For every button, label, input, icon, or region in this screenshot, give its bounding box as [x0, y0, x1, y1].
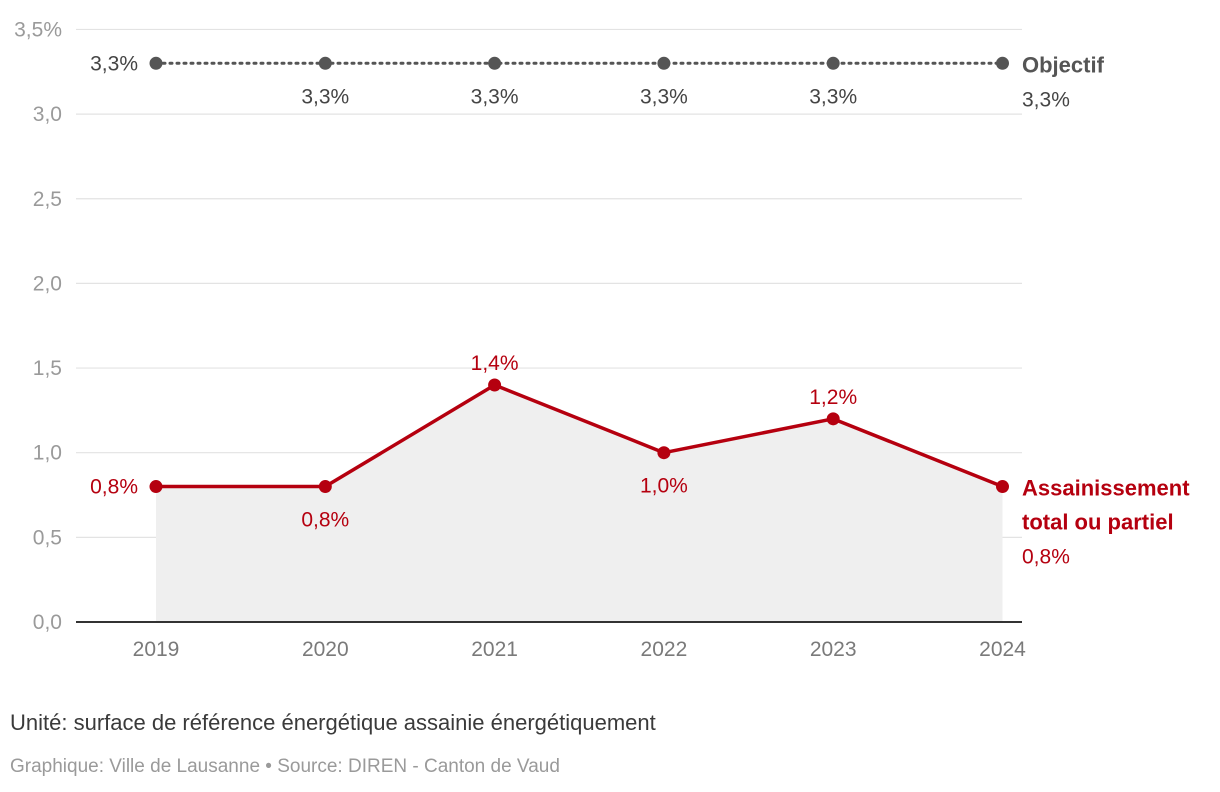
x-tick-label: 2020 — [302, 638, 349, 661]
y-tick-label: 1,0 — [33, 442, 62, 465]
y-tick-label: 1,5 — [33, 357, 62, 380]
data-point — [149, 56, 163, 70]
x-tick-label: 2024 — [979, 638, 1026, 661]
data-point — [826, 56, 840, 70]
data-point — [488, 56, 502, 70]
data-point — [488, 378, 502, 392]
data-point — [996, 480, 1009, 494]
data-point — [826, 412, 840, 426]
data-point — [318, 480, 332, 494]
data-label: 3,3% — [471, 85, 519, 108]
series-end-value: 3,3% — [1022, 88, 1070, 111]
data-point — [996, 56, 1009, 70]
data-label: 0,8% — [90, 476, 138, 499]
data-label: 3,3% — [809, 85, 857, 108]
data-point — [657, 56, 671, 70]
data-label: 3,3% — [90, 52, 138, 75]
series-name-label: total ou partiel — [1022, 510, 1174, 535]
y-tick-label: 2,0 — [33, 272, 62, 295]
data-label: 3,3% — [301, 85, 349, 108]
data-label: 1,4% — [471, 352, 519, 375]
data-point — [149, 480, 163, 494]
data-point — [657, 446, 671, 460]
line-chart: 0,0 0,5 1,0 1,5 2,0 2,5 3,0 3,5% 2019 2020 2021 202… — [14, 18, 1190, 661]
series-area — [156, 384, 1003, 622]
data-label: 1,2% — [809, 386, 857, 409]
unit-note: Unité: surface de référence énergétique … — [10, 710, 656, 735]
series-end-value: 0,8% — [1022, 546, 1070, 569]
x-tick-label: 2021 — [471, 638, 518, 661]
source-note: Graphique: Ville de Lausanne • Source: D… — [10, 756, 560, 777]
series-name-label: Objectif — [1022, 52, 1105, 77]
data-label: 1,0% — [640, 475, 688, 498]
y-tick-label: 2,5 — [33, 188, 62, 211]
x-tick-label: 2023 — [810, 638, 857, 661]
y-tick-label: 0,5 — [33, 526, 62, 549]
y-tick-label: 3,5% — [14, 18, 62, 41]
data-point — [318, 56, 332, 70]
data-label: 3,3% — [640, 85, 688, 108]
data-label: 0,8% — [301, 509, 349, 532]
x-tick-label: 2022 — [641, 638, 688, 661]
x-tick-label: 2019 — [133, 638, 180, 661]
y-tick-label: 0,0 — [33, 611, 62, 634]
series-name-label: Assainissement — [1022, 476, 1190, 501]
series-line — [156, 383, 1004, 489]
y-tick-label: 3,0 — [33, 103, 62, 126]
